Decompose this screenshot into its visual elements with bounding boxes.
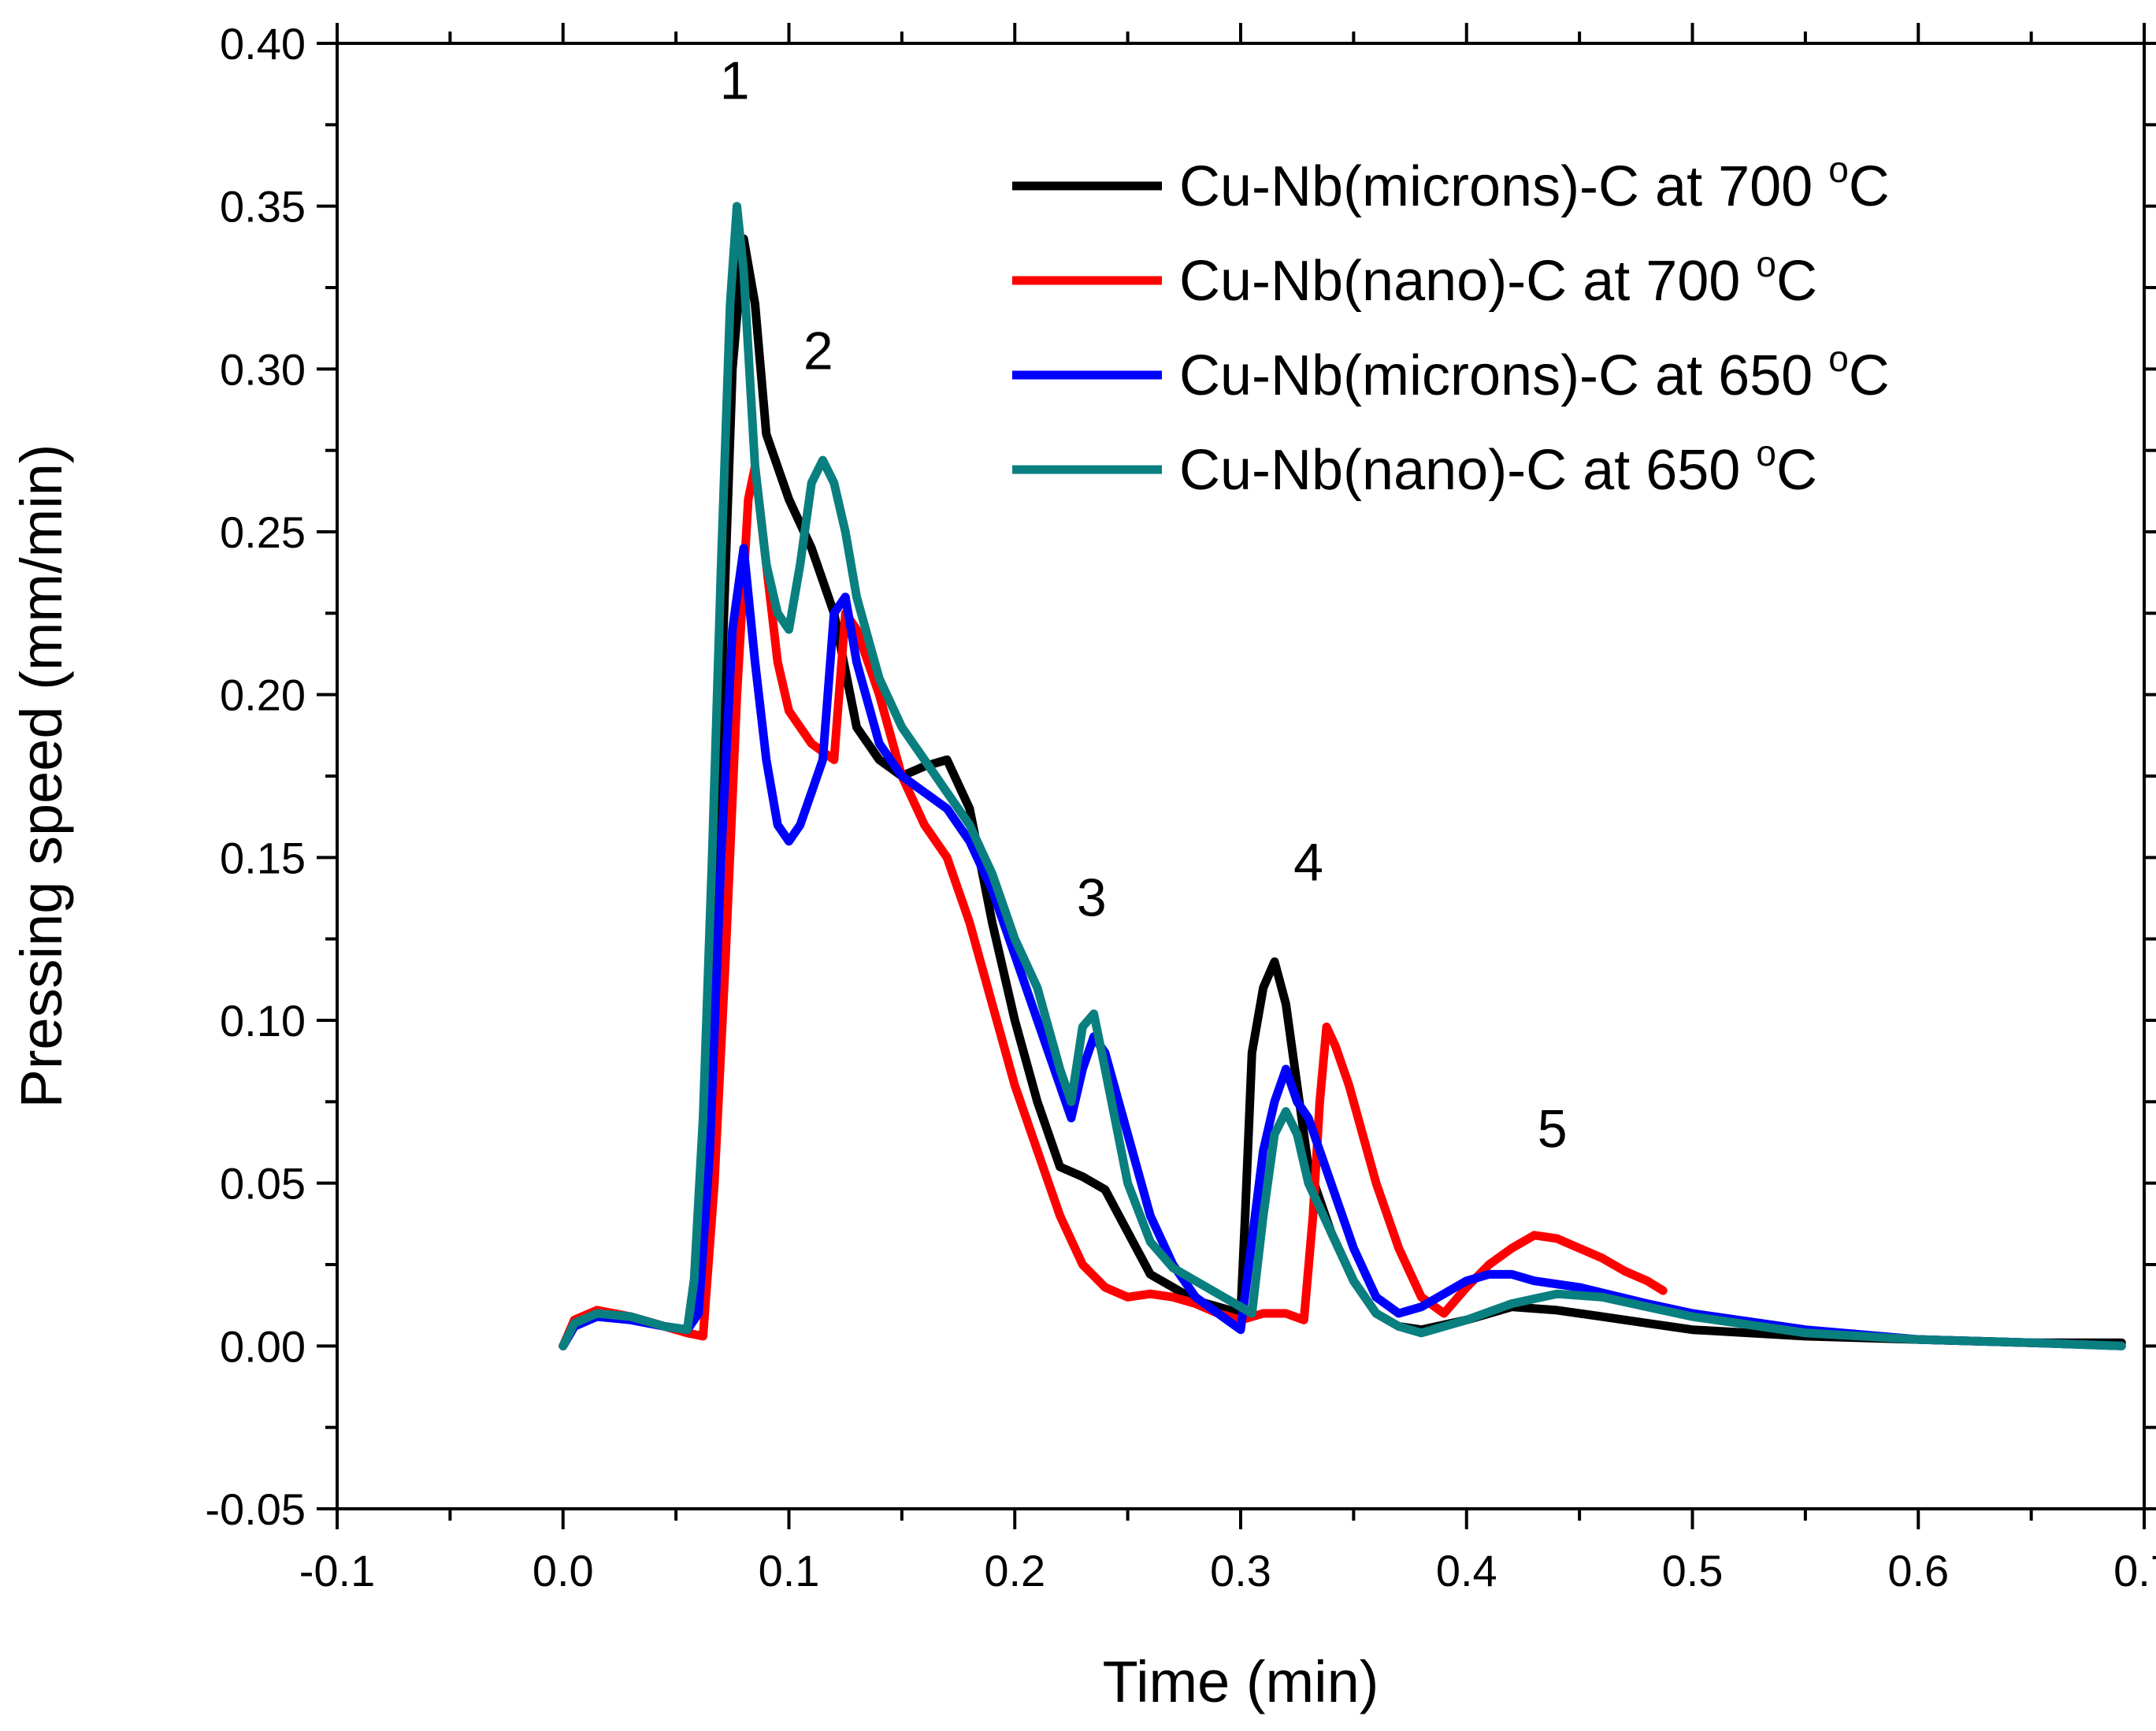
peak-annotation-3: 3 [1077,868,1107,928]
legend-label-4: Cu-Nb(nano)-C at 650 oC [1179,433,1817,502]
series-line-2 [558,462,1668,1350]
x-tick-label: 0.2 [984,1546,1045,1595]
x-tick-label: 0.5 [1662,1546,1724,1595]
legend-label-3: Cu-Nb(microns)-C at 650 oC [1179,338,1890,407]
legend-degree-sup: o [1828,338,1849,379]
y-tick-label: 0.00 [220,1321,306,1371]
y-axis-title: Pressing speed (mm/min) [9,444,74,1108]
annotations: 1 2 3 4 5 [720,50,1568,1159]
legend-label-text: Cu-Nb(microns)-C at 700 [1179,155,1828,218]
x-tick-label: 0.7 [2113,1546,2156,1595]
y-tick-label: 0.15 [220,833,306,882]
legend-label-text: Cu-Nb(nano)-C at 700 [1179,250,1756,313]
legend-unit: C [1776,250,1817,313]
x-tick-label: 0.4 [1436,1546,1497,1595]
legend-degree-sup: o [1756,243,1776,284]
legend-unit: C [1776,439,1817,502]
ticks-layer: -0.1 0.0 0.1 0.2 0.3 0.4 0.5 0.6 0.7 -0.05 0.00 0.0… [205,19,2156,1595]
y-tick-label: 0.30 [220,344,306,394]
series-line-4 [558,202,2126,1350]
x-tick-label: -0.1 [299,1546,376,1595]
legend-label-1: Cu-Nb(microns)-C at 700 oC [1179,149,1890,218]
peak-annotation-1: 1 [720,50,750,110]
legend-degree-sup: o [1756,433,1776,474]
series-line-3 [558,544,2126,1350]
y-tick-label: 0.25 [220,507,306,557]
x-tick-label: 0.1 [759,1546,820,1595]
legend-unit: C [1849,344,1890,407]
legend-degree-sup: o [1828,149,1849,190]
peak-annotation-5: 5 [1538,1099,1568,1159]
legend-label-text: Cu-Nb(microns)-C at 650 [1179,344,1828,407]
legend-unit: C [1849,155,1890,218]
x-tick-label: 0.3 [1210,1546,1271,1595]
series-layer [558,202,2126,1350]
y-tick-label: 0.35 [220,182,306,232]
legend-label-text: Cu-Nb(nano)-C at 650 [1179,439,1756,502]
x-tick-label: 0.0 [533,1546,594,1595]
y-tick-label: 0.40 [220,19,306,69]
y-tick-label: 0.10 [220,996,306,1046]
legend-label-2: Cu-Nb(nano)-C at 700 oC [1179,243,1817,313]
y-tick-label: 0.20 [220,670,306,720]
legend: Cu-Nb(microns)-C at 700 oCCu-Nb(nano)-C … [1012,149,1890,502]
x-tick-label: 0.6 [1887,1546,1949,1595]
peak-annotation-2: 2 [803,321,833,381]
x-axis-title: Time (min) [1103,1649,1379,1714]
peak-annotation-4: 4 [1293,832,1323,892]
y-tick-label: -0.05 [205,1484,306,1534]
y-tick-label: 0.05 [220,1159,306,1209]
